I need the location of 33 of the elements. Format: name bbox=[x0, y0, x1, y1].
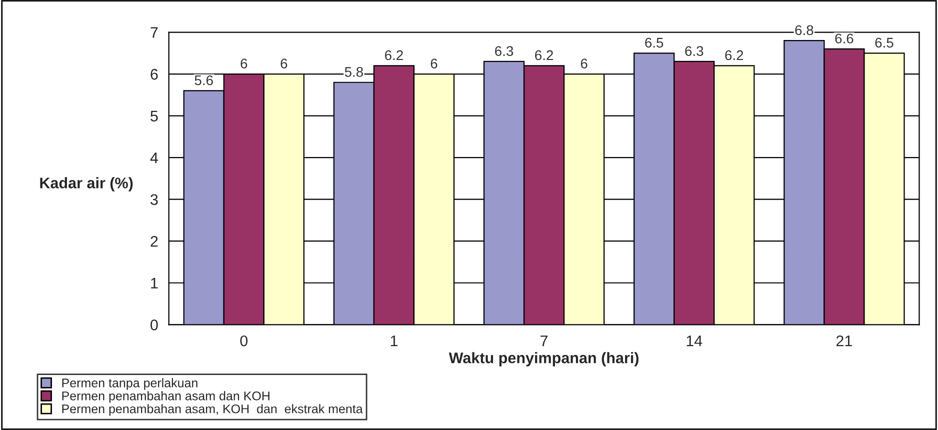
x-tick-label: 7 bbox=[540, 336, 548, 346]
data-label: 6.3 bbox=[495, 46, 514, 56]
y-tick-label: 4 bbox=[150, 152, 158, 164]
data-label: 6.2 bbox=[725, 50, 744, 60]
data-label: 6 bbox=[430, 58, 438, 68]
y-tick-label: 1 bbox=[151, 278, 158, 288]
y-tick-label: 5 bbox=[150, 110, 158, 122]
x-tick-label: 14 bbox=[686, 336, 702, 346]
data-label: 6.5 bbox=[645, 38, 664, 48]
data-label: 6 bbox=[280, 58, 288, 68]
data-label: 6.2 bbox=[385, 50, 403, 60]
x-tick-label: 0 bbox=[240, 335, 248, 346]
data-label: 6 bbox=[240, 58, 248, 68]
x-axis-title: Waktu penyimpanan (hari) bbox=[448, 352, 638, 366]
legend-label: Permen penambahan asam dan KOH bbox=[62, 391, 270, 403]
y-tick-label: 3 bbox=[150, 194, 158, 206]
data-label: 5.8 bbox=[344, 67, 363, 77]
legend-label: Permen penambahan asam, KOH dan ekstrak menta bbox=[62, 404, 363, 416]
data-label: 6.6 bbox=[835, 34, 854, 44]
y-tick-label: 0 bbox=[150, 320, 158, 330]
data-label: 6.8 bbox=[795, 25, 814, 36]
data-label: 5.6 bbox=[194, 75, 213, 86]
x-tick-label: 21 bbox=[836, 335, 852, 346]
x-tick-label: 1 bbox=[390, 336, 398, 346]
data-label: 6.2 bbox=[535, 50, 553, 60]
y-axis-title: Kadar air (%) bbox=[40, 177, 133, 192]
data-label: 6 bbox=[580, 58, 588, 68]
data-label: 6.5 bbox=[875, 38, 894, 48]
y-tick-label: 2 bbox=[150, 236, 158, 247]
y-tick-label: 6 bbox=[150, 68, 158, 80]
legend-label: Permen tanpa perlakuan bbox=[62, 378, 198, 390]
y-tick-label: 7 bbox=[150, 27, 158, 38]
data-label: 6.3 bbox=[685, 46, 704, 56]
